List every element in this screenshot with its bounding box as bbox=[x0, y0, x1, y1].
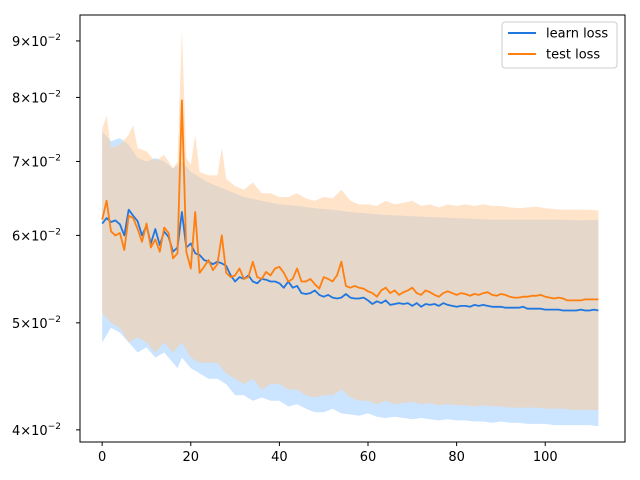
plot-area bbox=[101, 30, 599, 427]
x-axis: 0 20 40 60 80 100 bbox=[98, 442, 558, 465]
x-tick-label-40: 40 bbox=[271, 450, 288, 465]
y-tick-label-8: 8×10−2 bbox=[12, 89, 61, 106]
line-learn-loss bbox=[101, 208, 599, 312]
x-tick-label-80: 80 bbox=[448, 450, 465, 465]
x-tick-label-100: 100 bbox=[533, 450, 558, 465]
legend-label-test-loss: test loss bbox=[546, 48, 600, 63]
x-tick-label-0: 0 bbox=[98, 450, 106, 465]
y-tick-label-5: 5×10−2 bbox=[12, 315, 61, 332]
legend-label-learn-loss: learn loss bbox=[546, 27, 608, 42]
legend: learn loss test loss bbox=[501, 21, 618, 69]
axes-frame bbox=[79, 14, 626, 443]
line-test-loss bbox=[101, 99, 599, 302]
band-test-loss bbox=[102, 30, 599, 410]
y-tick-label-9: 9×10−2 bbox=[12, 33, 61, 50]
y-axis: 4×10−2 5×10−2 6×10−2 7×10−2 8×10−2 9×10−2 bbox=[12, 33, 80, 439]
y-tick-label-7: 7×10−2 bbox=[12, 153, 61, 170]
y-tick-label-6: 6×10−2 bbox=[12, 227, 61, 244]
y-tick-label-4: 4×10−2 bbox=[12, 422, 61, 439]
series-group bbox=[101, 30, 599, 427]
x-tick-label-20: 20 bbox=[182, 450, 199, 465]
x-tick-label-60: 60 bbox=[360, 450, 377, 465]
